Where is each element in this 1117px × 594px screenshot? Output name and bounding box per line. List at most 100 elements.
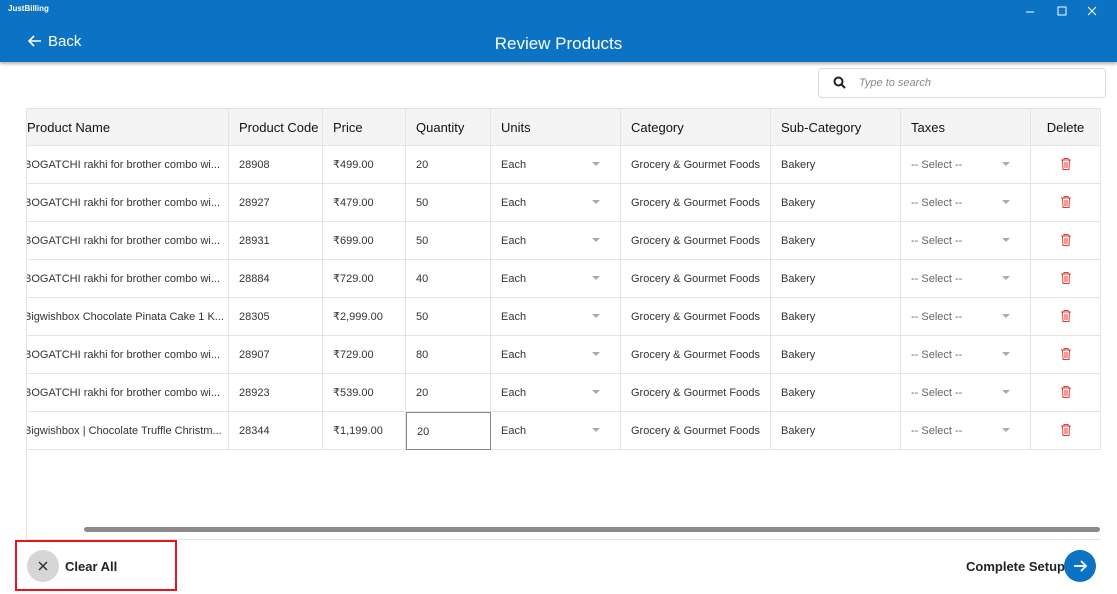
delete-cell[interactable]	[1031, 146, 1101, 184]
table-cell: ₹1,199.00	[323, 412, 406, 450]
dropdown-caret	[592, 314, 600, 318]
delete-icon[interactable]	[1061, 424, 1071, 436]
window-controls[interactable]	[1020, 4, 1112, 18]
dropdown-caret	[1002, 428, 1010, 432]
search-icon	[833, 76, 846, 89]
dropdown[interactable]: -- Select --	[901, 146, 1031, 184]
delete-cell[interactable]	[1031, 298, 1101, 336]
dropdown[interactable]: Each	[491, 336, 621, 374]
table-cell: Bakery	[771, 298, 901, 336]
dropdown-caret	[592, 428, 600, 432]
delete-icon[interactable]	[1061, 158, 1071, 170]
dropdown[interactable]: Each	[491, 146, 621, 184]
dropdown[interactable]: Each	[491, 222, 621, 260]
table-cell[interactable]: 40	[406, 260, 491, 298]
delete-icon[interactable]	[1061, 386, 1071, 398]
table-cell: ₹729.00	[323, 260, 406, 298]
table-cell: Bakery	[771, 374, 901, 412]
table-cell: Grocery & Gourmet Foods	[621, 260, 771, 298]
table-cell: Grocery & Gourmet Foods	[621, 298, 771, 336]
table-cell: ₹539.00	[323, 374, 406, 412]
table-cell[interactable]: 50	[406, 184, 491, 222]
dropdown[interactable]: -- Select --	[901, 374, 1031, 412]
complete-setup-button[interactable]: Complete Setup	[960, 550, 1100, 582]
column-header: Category	[621, 109, 771, 146]
delete-cell[interactable]	[1031, 184, 1101, 222]
complete-label: Complete Setup	[966, 559, 1065, 574]
table-cell: BOGATCHI rakhi for brother combo wi...	[27, 146, 229, 184]
table-cell[interactable]: 80	[406, 336, 491, 374]
dropdown[interactable]: Each	[491, 374, 621, 412]
table-cell: 28931	[229, 222, 323, 260]
delete-icon[interactable]	[1061, 196, 1071, 208]
back-button[interactable]: Back	[27, 33, 81, 50]
dropdown[interactable]: Each	[491, 298, 621, 336]
column-header: Taxes	[901, 109, 1031, 146]
dropdown-caret	[592, 162, 600, 166]
column-header: Quantity	[406, 109, 491, 146]
delete-icon[interactable]	[1061, 348, 1071, 360]
dropdown[interactable]: -- Select --	[901, 298, 1031, 336]
table-cell: 28908	[229, 146, 323, 184]
table-cell: ₹2,999.00	[323, 298, 406, 336]
table-cell: 28884	[229, 260, 323, 298]
table-cell: 28927	[229, 184, 323, 222]
top-bar: JustBilling Back Review Products	[0, 0, 1117, 62]
table-cell: Bakery	[771, 412, 901, 450]
table-cell: Bigwishbox Chocolate Pinata Cake 1 K...	[27, 298, 229, 336]
page-title: Review Products	[494, 34, 623, 53]
dropdown-caret	[1002, 162, 1010, 166]
dropdown-caret	[592, 200, 600, 204]
scrollbar[interactable]	[84, 527, 1100, 532]
column-header: Delete	[1031, 109, 1101, 146]
delete-cell[interactable]	[1031, 412, 1101, 450]
table-cell: 28907	[229, 336, 323, 374]
dropdown-caret	[592, 276, 600, 280]
delete-cell[interactable]	[1031, 336, 1101, 374]
dropdown[interactable]: Each	[491, 412, 621, 450]
column-header: Product Name	[27, 109, 229, 146]
table-cell: 28344	[229, 412, 323, 450]
delete-icon[interactable]	[1061, 272, 1071, 284]
delete-icon[interactable]	[1061, 234, 1071, 246]
dropdown-caret	[1002, 200, 1010, 204]
products-table: Product Name Product Code Price Quantity Uni…	[26, 108, 1101, 540]
delete-cell[interactable]	[1031, 222, 1101, 260]
table-cell: Bakery	[771, 184, 901, 222]
delete-cell[interactable]	[1031, 374, 1101, 412]
table-cell[interactable]: 20	[406, 146, 491, 184]
dropdown[interactable]: Each	[491, 184, 621, 222]
dropdown[interactable]: -- Select --	[901, 184, 1031, 222]
column-header: Product Code	[229, 109, 323, 146]
table-cell[interactable]: 50	[406, 222, 491, 260]
table-cell[interactable]: 50	[406, 298, 491, 336]
table-cell: BOGATCHI rakhi for brother combo wi...	[27, 260, 229, 298]
table-cell[interactable]: 20	[406, 374, 491, 412]
table-cell: Grocery & Gourmet Foods	[621, 222, 771, 260]
dropdown-caret	[592, 352, 600, 356]
dropdown-caret	[1002, 314, 1010, 318]
table-cell: Grocery & Gourmet Foods	[621, 146, 771, 184]
column-header: Price	[323, 109, 406, 146]
delete-cell[interactable]	[1031, 260, 1101, 298]
table-cell: 28305	[229, 298, 323, 336]
table-cell[interactable]: 20	[406, 412, 491, 450]
table-cell: 28923	[229, 374, 323, 412]
dropdown-caret	[1002, 390, 1010, 394]
dropdown[interactable]: -- Select --	[901, 260, 1031, 298]
dropdown[interactable]: -- Select --	[901, 222, 1031, 260]
table-cell: BOGATCHI rakhi for brother combo wi...	[27, 336, 229, 374]
column-header: Sub-Category	[771, 109, 901, 146]
column-header: Units	[491, 109, 621, 146]
dropdown[interactable]: -- Select --	[901, 336, 1031, 374]
dropdown[interactable]: Each	[491, 260, 621, 298]
dropdown[interactable]: -- Select --	[901, 412, 1031, 450]
table-cell: BOGATCHI rakhi for brother combo wi...	[27, 222, 229, 260]
delete-icon[interactable]	[1061, 310, 1071, 322]
table-cell: Bakery	[771, 260, 901, 298]
search-box[interactable]: Type to search	[818, 68, 1106, 98]
table-cell: ₹699.00	[323, 222, 406, 260]
dropdown-caret	[1002, 352, 1010, 356]
table-cell: Grocery & Gourmet Foods	[621, 412, 771, 450]
